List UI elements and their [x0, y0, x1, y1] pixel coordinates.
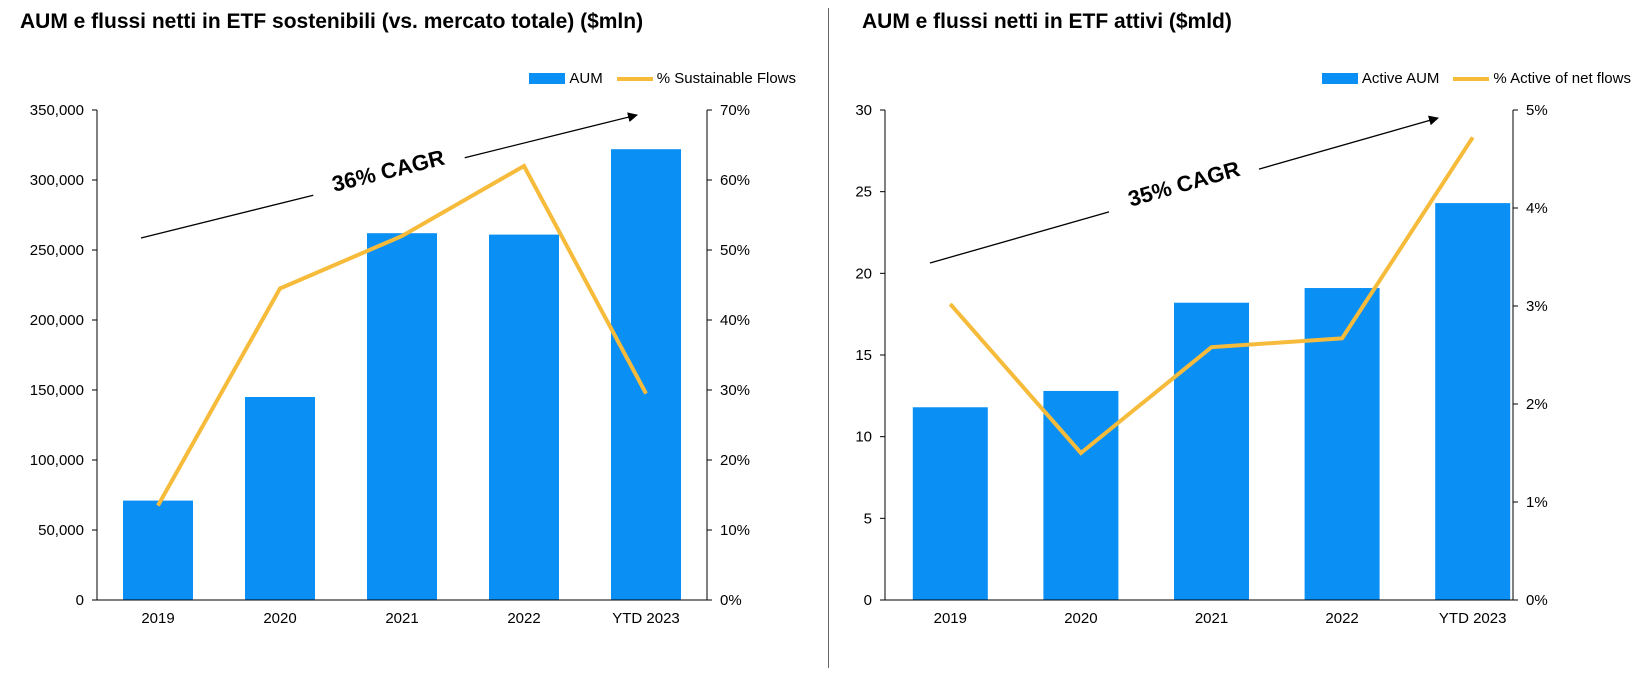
line-point-2021 [401, 235, 403, 237]
chart-legend: Active AUM % Active of net flows [1308, 70, 1631, 87]
chart-title: AUM e flussi netti in ETF attivi ($mld) [862, 10, 1232, 33]
y-tick-label-right: 30% [720, 382, 750, 399]
x-tick-label: 2020 [263, 610, 296, 627]
y-tick-label-right: 0% [1526, 592, 1548, 609]
y-tick-label-right: 2% [1526, 396, 1548, 413]
cagr-arrow-head-line [1258, 115, 1439, 170]
y-tick-label-right: 4% [1526, 200, 1548, 217]
y-tick-label-left: 20 [855, 265, 872, 282]
line-point-2020 [1080, 452, 1082, 454]
bar-2021 [1174, 302, 1249, 600]
bar-2019 [912, 407, 988, 600]
y-tick-label-left: 350,000 [30, 102, 84, 119]
y-tick-label-left: 0 [864, 592, 872, 609]
bar-2020 [245, 397, 315, 600]
y-tick-label-right: 40% [720, 312, 750, 329]
legend-bar-label: Active AUM [1361, 70, 1440, 87]
y-tick-label-right: 10% [720, 522, 750, 539]
y-tick-label-left: 25 [855, 184, 872, 201]
y-tick-label-left: 0 [76, 592, 84, 609]
line-point-ytd-2023 [1472, 136, 1474, 138]
chart-title: AUM e flussi netti in ETF sostenibili (v… [20, 10, 644, 33]
line-point-ytd-2023 [645, 393, 647, 394]
line-point-2020 [279, 288, 281, 289]
panel-divider [828, 8, 829, 668]
x-tick-label: 2021 [385, 610, 418, 627]
cagr-arrow-line [929, 211, 1110, 264]
y-tick-label-left: 100,000 [30, 452, 84, 469]
legend-item-line: % Sustainable Flows [616, 70, 796, 87]
y-tick-label-left: 30 [855, 102, 872, 119]
bar-ytd-2023 [1435, 203, 1511, 600]
chart-plot-sustainable: 0 50,000 100,000 150,000 200,000 250,000 300,0… [30, 102, 750, 627]
cagr-arrow-head-line [464, 112, 638, 159]
legend-line-swatch [1453, 76, 1490, 81]
legend-line-label: % Active of net flows [1493, 70, 1631, 87]
legend-item-bar: Active AUM [1321, 70, 1440, 87]
chart-panel-active-etf: AUM e flussi netti in ETF attivi ($mld) … [830, 0, 1649, 677]
y-tick-label-right: 0% [720, 592, 742, 609]
x-tick-label: 2019 [934, 610, 967, 627]
line-point-2021 [1211, 346, 1212, 348]
legend-item-bar: AUM [529, 70, 603, 87]
y-tick-label-left: 10 [855, 429, 872, 446]
y-tick-label-right: 1% [1526, 494, 1548, 511]
y-tick-label-left: 5 [864, 510, 872, 527]
y-tick-label-left: 15 [855, 347, 872, 364]
bar-ytd-2023 [611, 149, 681, 600]
legend-bar-swatch [529, 73, 566, 84]
x-tick-label: YTD 2023 [612, 610, 680, 627]
chart-legend: AUM % Sustainable Flows [515, 70, 796, 87]
y-tick-label-left: 200,000 [30, 312, 84, 329]
cagr-arrow-line [140, 194, 314, 239]
y-tick-label-right: 20% [720, 452, 750, 469]
line-point-2022 [523, 165, 525, 167]
bar-2019 [123, 500, 193, 600]
chart-plot-active: 0 5 10 15 20 25 30 0% 1% 2% 3% 4% 5% 2019 2020 2021 2022… [855, 102, 1548, 627]
line-point-2022 [1341, 337, 1343, 339]
y-tick-label-left: 300,000 [30, 172, 84, 189]
y-tick-label-right: 50% [720, 242, 750, 259]
line-point-2019 [157, 505, 159, 506]
x-tick-label: 2022 [507, 610, 540, 627]
bar-2021 [367, 233, 437, 600]
legend-bar-swatch [1321, 73, 1358, 84]
legend-bar-label: AUM [569, 70, 603, 87]
legend-line-swatch [616, 76, 653, 81]
x-tick-label: 2022 [1325, 610, 1358, 627]
y-tick-label-left: 250,000 [30, 242, 84, 259]
y-tick-label-right: 60% [720, 172, 750, 189]
y-tick-label-left: 150,000 [30, 382, 84, 399]
y-tick-label-right: 3% [1526, 298, 1548, 315]
cagr-annotation: 36% CAGR [329, 145, 447, 197]
x-tick-label: 2019 [141, 610, 174, 627]
bar-2022 [489, 234, 559, 600]
chart-panel-sustainable-etf: AUM e flussi netti in ETF sostenibili (v… [20, 10, 796, 627]
cagr-annotation: 35% CAGR [1125, 156, 1242, 212]
legend-item-line: % Active of net flows [1453, 70, 1631, 87]
line-point-2019 [949, 303, 951, 305]
x-tick-label: 2020 [1064, 610, 1097, 627]
x-tick-label: YTD 2023 [1439, 610, 1507, 627]
legend-line-label: % Sustainable Flows [656, 70, 796, 87]
y-tick-label-right: 5% [1526, 102, 1548, 119]
y-tick-label-left: 50,000 [38, 522, 84, 539]
y-tick-label-right: 70% [720, 102, 750, 119]
x-tick-label: 2021 [1195, 610, 1228, 627]
